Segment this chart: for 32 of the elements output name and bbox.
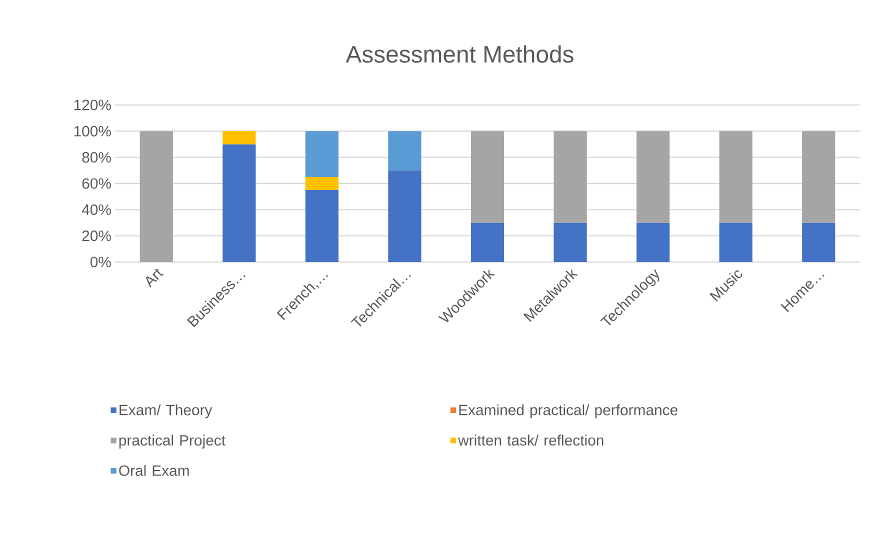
bar xyxy=(802,222,836,262)
y-tick-label: 80% xyxy=(82,152,111,163)
legend-label: Exam/ Theory xyxy=(120,404,212,418)
y-tick-label: 20% xyxy=(82,230,111,242)
legend-label: Examined practical/ performance xyxy=(459,404,678,418)
chart-title: Assessment Methods xyxy=(346,45,574,63)
bar xyxy=(388,170,422,262)
bar xyxy=(305,176,339,190)
bar xyxy=(470,131,504,223)
bar xyxy=(554,131,587,223)
bar xyxy=(222,144,256,262)
y-tick-label: 0% xyxy=(90,256,111,268)
bar xyxy=(554,222,587,262)
bar xyxy=(802,131,836,223)
bar xyxy=(388,131,422,170)
bar xyxy=(719,222,752,262)
y-tick-label: 100% xyxy=(74,126,111,136)
legend-label: Oral Exam xyxy=(119,464,189,476)
bar xyxy=(305,190,339,262)
bar xyxy=(470,222,504,262)
x-tick-label: Art xyxy=(146,268,164,288)
bar xyxy=(305,131,339,177)
y-tick-label: 60% xyxy=(82,178,111,189)
y-tick-label: 40% xyxy=(82,204,111,215)
y-tick-label: 120% xyxy=(74,100,111,110)
bar xyxy=(140,131,173,262)
bar xyxy=(719,131,752,223)
legend-label: practical Project xyxy=(119,434,226,449)
legend-label: written task/ reflection xyxy=(458,434,604,446)
bar xyxy=(636,131,670,223)
bar xyxy=(636,222,670,262)
bar xyxy=(222,131,256,144)
